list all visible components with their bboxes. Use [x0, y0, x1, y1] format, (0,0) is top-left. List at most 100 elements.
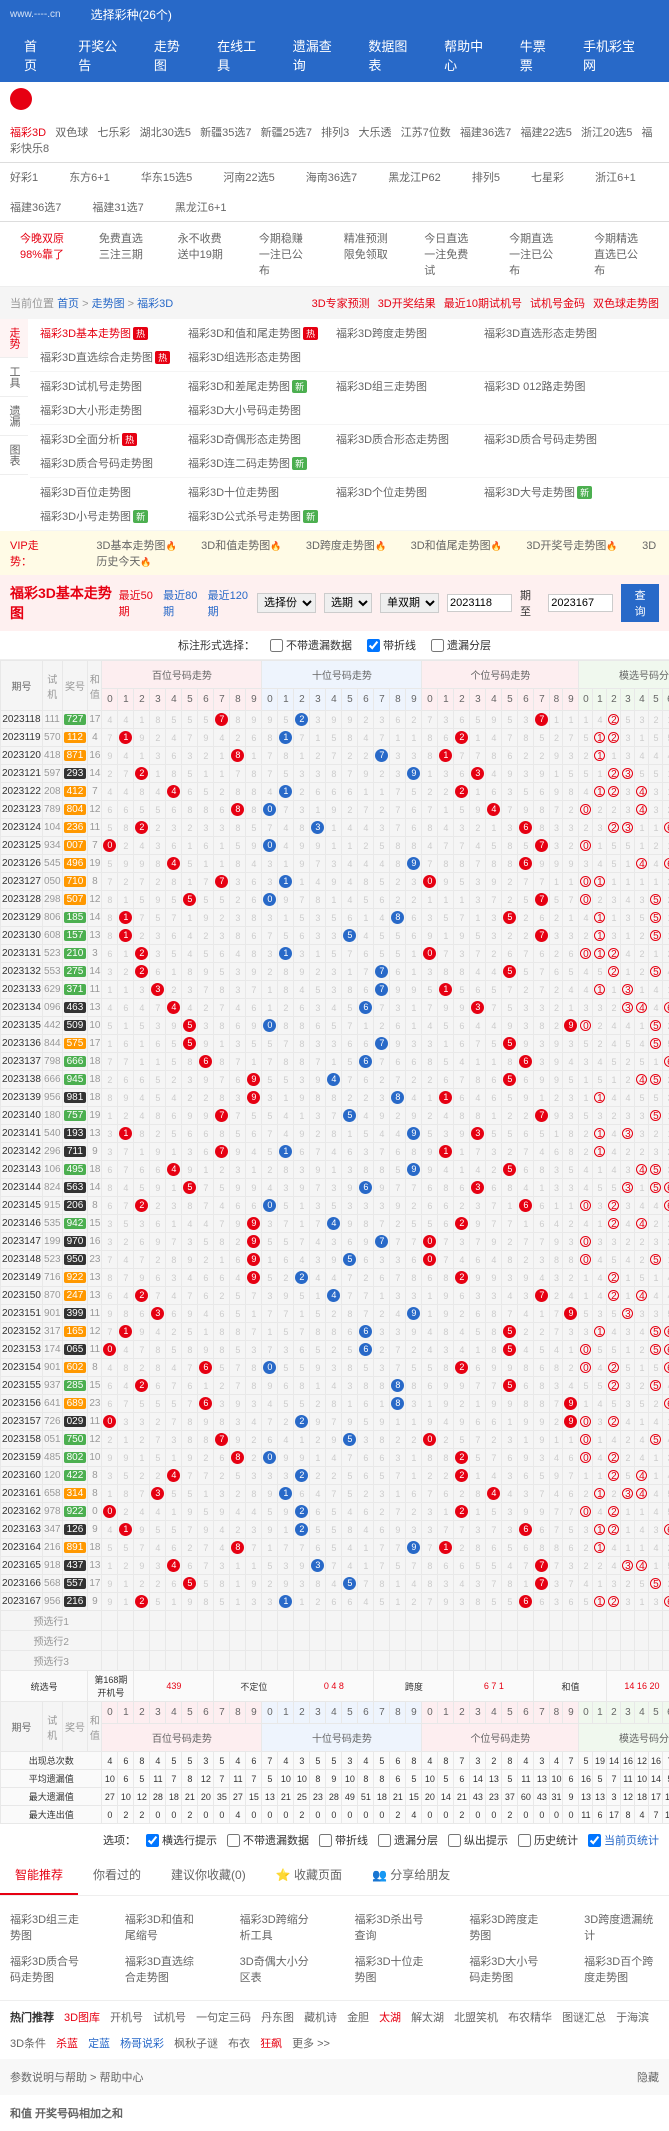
trend-link[interactable]: 福彩3D大小号码走势图 — [188, 402, 328, 418]
trend-link[interactable]: 福彩3D基本走势图热 — [40, 325, 180, 341]
trend-link[interactable]: 福彩3D大小形走势图 — [40, 402, 180, 418]
nav-item[interactable]: 首 页 — [20, 28, 56, 82]
stat-filter-2[interactable]: 不带遗漏数据 — [227, 1832, 309, 1848]
hot-link[interactable]: 于海滨 — [616, 2009, 649, 2025]
lottery-link[interactable]: 福建36选7 — [460, 127, 511, 139]
opt-50[interactable]: 最近50期 — [119, 587, 156, 619]
query-button[interactable]: 查询 — [621, 584, 659, 622]
hot-link[interactable]: 解太湖 — [411, 2009, 444, 2025]
quick-link[interactable]: 今晚双原98%靠了 — [20, 230, 69, 278]
rec-link[interactable]: 3D跨度遗漏统计 — [584, 1911, 659, 1943]
quick-link[interactable]: 今日直选一注免费试 — [424, 230, 479, 278]
sidebar-tab[interactable]: 图表 — [0, 436, 28, 475]
trend-link[interactable]: 福彩3D和值和尾走势图热 — [188, 325, 328, 341]
opt-120[interactable]: 最近120期 — [208, 587, 249, 619]
breadcrumb-right-link[interactable]: 3D专家预测 — [312, 298, 370, 310]
sidebar-tab[interactable]: 遗漏 — [0, 397, 28, 436]
rec-link[interactable]: 福彩3D十位走势图 — [354, 1953, 429, 1985]
trend-link[interactable]: 福彩3D直选综合走势图热 — [40, 349, 180, 365]
quick-link[interactable]: 精准预测 限免领取 — [344, 230, 395, 278]
lottery-link[interactable]: 浙江6+1 — [595, 169, 636, 185]
lottery-link[interactable]: 河南22选5 — [223, 169, 274, 185]
nav-item[interactable]: 帮助中心 — [440, 28, 498, 82]
oddeven-select[interactable]: 单双期 — [380, 593, 439, 613]
trend-link[interactable]: 福彩3D小号走势图新 — [40, 508, 180, 524]
lottery-link[interactable]: 七星彩 — [531, 169, 564, 185]
lottery-link[interactable]: 海南36选7 — [306, 169, 357, 185]
trend-link[interactable]: 福彩3D奇偶形态走势图 — [188, 431, 328, 447]
hot-link[interactable]: 金胆 — [347, 2009, 369, 2025]
hot-link[interactable]: 定蓝 — [88, 2035, 110, 2051]
trend-link[interactable]: 福彩3D质合号码走势图 — [40, 455, 180, 471]
lottery-link[interactable]: 湖北30选5 — [140, 127, 191, 139]
lottery-link[interactable]: 福建31选7 — [92, 199, 143, 215]
filter-no-miss[interactable]: 不带遗漏数据 — [270, 637, 352, 653]
hot-link[interactable]: 开机号 — [110, 2009, 143, 2025]
lottery-link[interactable]: 黑龙江P62 — [388, 169, 441, 185]
rec-link[interactable]: 福彩3D直选综合走势图 — [125, 1953, 200, 1985]
help-link[interactable]: 参数说明与帮助 > 帮助中心 — [10, 2069, 144, 2085]
rec-link[interactable]: 福彩3D和值和尾缩号 — [125, 1911, 200, 1943]
trend-link[interactable]: 福彩3D质合形态走势图 — [336, 431, 476, 447]
quick-link[interactable]: 永不收费 送中19期 — [178, 230, 229, 278]
hot-link[interactable]: 杀蓝 — [56, 2035, 78, 2051]
breadcrumb-link[interactable]: 福彩3D — [137, 298, 173, 310]
vip-link[interactable]: 3D和值走势图🔥 — [201, 540, 281, 552]
lottery-link[interactable]: 东方6+1 — [69, 169, 110, 185]
lottery-link[interactable]: 新疆25选7 — [261, 127, 312, 139]
trend-link[interactable]: 福彩3D试机号走势图 — [40, 378, 180, 394]
trend-link[interactable]: 福彩3D大号走势图新 — [484, 484, 624, 500]
quick-link[interactable]: 今期精选直选已公布 — [594, 230, 649, 278]
nav-item[interactable]: 走势图 — [150, 28, 195, 82]
breadcrumb-right-link[interactable]: 3D开奖结果 — [378, 298, 436, 310]
sidebar-tab[interactable]: 走势 — [0, 319, 28, 358]
tab-1[interactable]: 你看过的 — [78, 1856, 156, 1895]
trend-link[interactable]: 福彩3D个位走势图 — [336, 484, 476, 500]
breadcrumb-right-link[interactable]: 最近10期试机号 — [444, 298, 522, 310]
lottery-link[interactable]: 华东15选5 — [141, 169, 192, 185]
trend-link[interactable]: 福彩3D和差尾走势图新 — [188, 378, 328, 394]
trend-link[interactable]: 福彩3D全面分析热 — [40, 431, 180, 447]
stat-filter-4[interactable]: 遗漏分层 — [378, 1832, 438, 1848]
hot-link[interactable]: 太湖 — [379, 2009, 401, 2025]
breadcrumb-link[interactable]: 走势图 — [92, 298, 125, 310]
tab-0[interactable]: 智能推荐 — [0, 1856, 78, 1895]
rec-link[interactable]: 福彩3D跨缩分析工具 — [240, 1911, 315, 1943]
vip-link[interactable]: 3D和值尾走势图🔥 — [411, 540, 502, 552]
quick-link[interactable]: 今期直选一注已公布 — [509, 230, 564, 278]
hot-link[interactable]: 丹东图 — [261, 2009, 294, 2025]
tab-3[interactable]: ⭐ 收藏页面 — [261, 1856, 357, 1895]
trend-link[interactable]: 福彩3D 012路走势图 — [484, 378, 624, 394]
nav-item[interactable]: 遗漏查询 — [289, 28, 347, 82]
lottery-link[interactable]: 浙江20选5 — [581, 127, 632, 139]
quick-link[interactable]: 今期稳赚一注已公布 — [259, 230, 314, 278]
rec-link[interactable]: 福彩3D组三走势图 — [10, 1911, 85, 1943]
rec-link[interactable]: 福彩3D大小号码走势图 — [469, 1953, 544, 1985]
nav-item[interactable]: 开奖公告 — [74, 28, 132, 82]
stat-filter-5[interactable]: 纵出提示 — [448, 1832, 508, 1848]
stat-filter-6[interactable]: 历史统计 — [518, 1832, 578, 1848]
nav-item[interactable]: 牛票票 — [516, 28, 561, 82]
hot-link[interactable]: 试机号 — [153, 2009, 186, 2025]
period-select[interactable]: 选期 — [324, 593, 372, 613]
stat-filter-7[interactable]: 当前页统计 — [588, 1832, 659, 1848]
trend-link[interactable]: 福彩3D组选形态走势图 — [188, 349, 328, 365]
hot-link[interactable]: 狂飙 — [260, 2035, 282, 2051]
trend-link[interactable]: 福彩3D十位走势图 — [188, 484, 328, 500]
hot-link[interactable]: 图谜汇总 — [562, 2009, 606, 2025]
stat-filter-3[interactable]: 带折线 — [319, 1832, 368, 1848]
quick-link[interactable]: 免费直选三注三期 — [99, 230, 148, 278]
nav-item[interactable]: 在线工具 — [213, 28, 271, 82]
breadcrumb-right-link[interactable]: 双色球走势图 — [593, 298, 659, 310]
nav-item[interactable]: 手机彩宝网 — [579, 28, 649, 82]
to-input[interactable] — [548, 594, 613, 612]
lottery-link[interactable]: 福建36选7 — [10, 199, 61, 215]
trend-link[interactable]: 福彩3D公式杀号走势图新 — [188, 508, 328, 524]
rec-link[interactable]: 福彩3D跨度走势图 — [469, 1911, 544, 1943]
lottery-link[interactable]: 排列5 — [472, 169, 500, 185]
opt-80[interactable]: 最近80期 — [163, 587, 200, 619]
rec-link[interactable]: 福彩3D质合号码走势图 — [10, 1953, 85, 1985]
lottery-link[interactable]: 排列3 — [321, 127, 349, 139]
rec-link[interactable]: 3D奇偶大小分区表 — [240, 1953, 315, 1985]
breadcrumb-right-link[interactable]: 试机号金码 — [530, 298, 585, 310]
